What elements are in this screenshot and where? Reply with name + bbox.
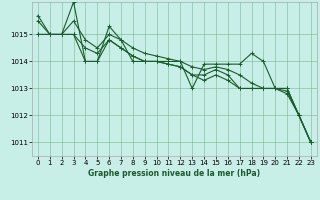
X-axis label: Graphe pression niveau de la mer (hPa): Graphe pression niveau de la mer (hPa) bbox=[88, 169, 260, 178]
